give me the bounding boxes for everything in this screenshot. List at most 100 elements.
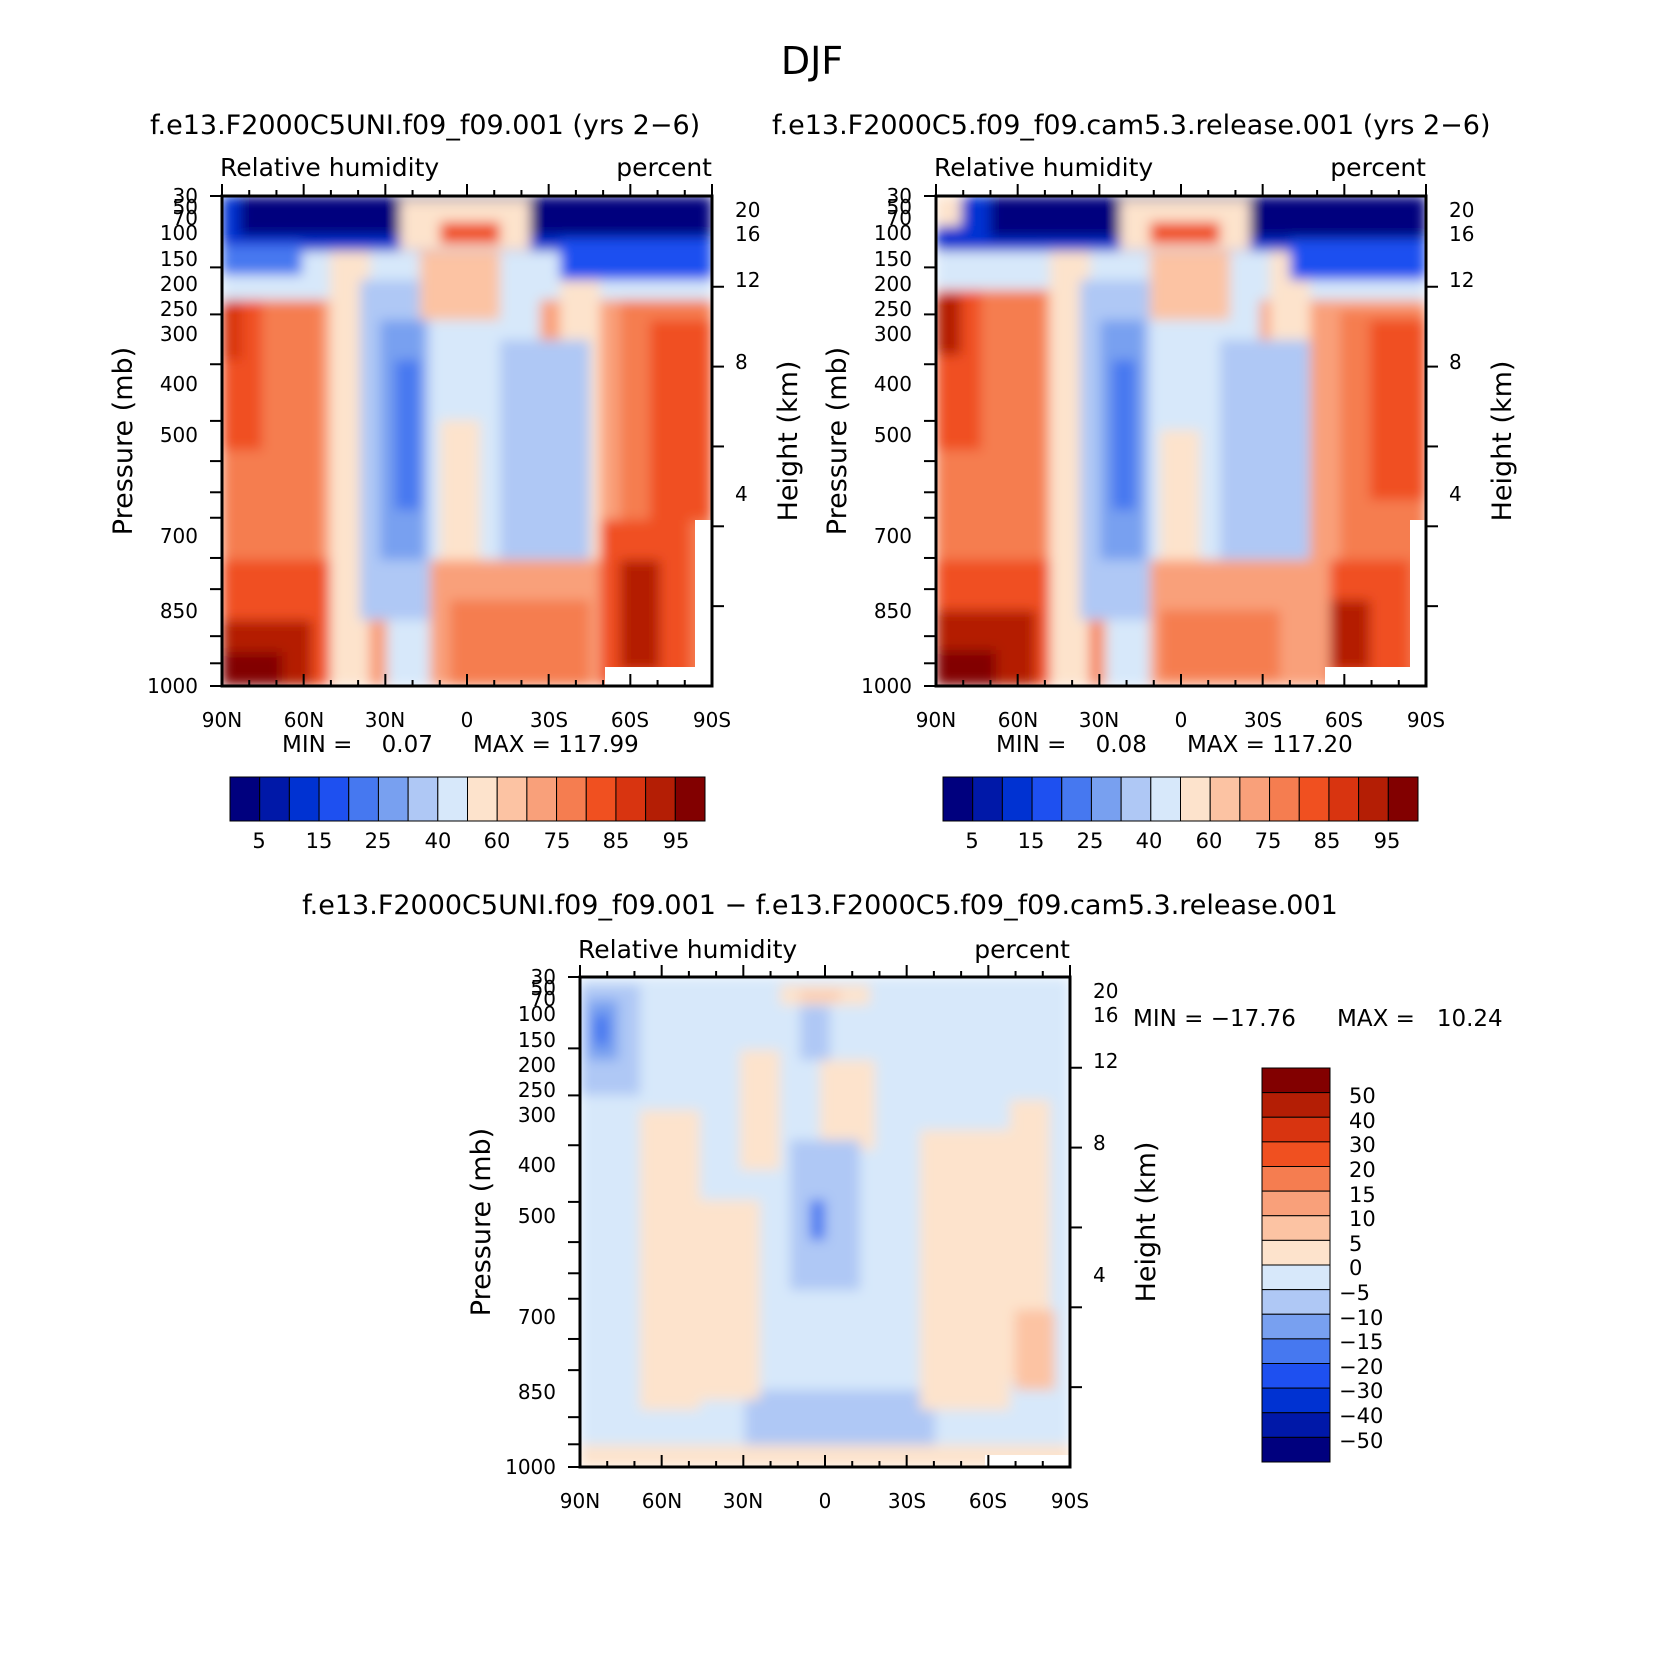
colorbar-label: 75 [1255,829,1282,853]
panel-difference: f.e13.F2000C5UNI.f09_f09.001 − f.e13.F20… [302,890,1503,1513]
x-tick-label: 60S [1325,708,1363,732]
colorbar-label: 60 [484,829,511,853]
colorbar-swatch [1269,776,1300,822]
x-tick-label: 0 [1175,708,1188,732]
y-tick-label: 200 [874,272,912,296]
colorbar-swatch [1261,1436,1331,1463]
colorbar-swatch [674,776,706,822]
colorbar-label: −20 [1339,1355,1383,1379]
y-right-tick-label: 8 [735,350,748,374]
y-tick-label: 700 [874,524,912,548]
y-tick-label: 400 [518,1153,556,1177]
panel-case-max: MAX = 117.99 [473,732,639,758]
colorbar-swatch [1239,776,1271,822]
x-tick-label: 60N [284,708,324,732]
y-right-axis-label: Height (km) [773,361,804,522]
panel-case-axes: 90N 60N 30N 0 30S 60S 90S 30 50 70 100 1… [108,184,804,732]
colorbar-label: 20 [1349,1158,1376,1182]
colorbar-label: 95 [663,829,690,853]
y-right-tick-label: 8 [1449,350,1462,374]
colorbar-swatch [1150,776,1181,822]
colorbar-swatch [437,776,468,822]
y-tick-label: 1000 [505,1455,556,1479]
panel-control-colorbar-labels: 5 15 25 40 60 75 85 95 [965,829,1400,853]
y-right-tick-label: 4 [1093,1263,1106,1287]
colorbar-swatch [585,776,617,822]
panel-difference-min: MIN = −17.76 [1133,1006,1296,1032]
colorbar-label: 5 [252,829,265,853]
colorbar-label: 5 [965,829,978,853]
y-tick-label: 400 [874,372,912,396]
colorbar-swatch [1001,776,1033,822]
y-tick-label: 150 [160,247,198,271]
colorbar-swatch [615,776,647,822]
x-tick-label: 60N [998,708,1038,732]
y-tick-label: 850 [518,1380,556,1404]
y-tick-label: 250 [518,1078,556,1102]
panel-case-left-label: Relative humidity [220,153,439,182]
panel-control-axes: 90N 60N 30N 0 30S 60S 90S 30 50 70 100 1… [822,184,1518,732]
y-tick-label: 250 [160,297,198,321]
colorbar-swatch [1209,776,1241,822]
y-right-tick-label: 12 [735,268,760,292]
colorbar-swatch [318,776,350,822]
x-tick-label: 60N [642,1489,682,1513]
panel-control-max: MAX = 117.20 [1187,732,1353,758]
panel-difference-plot [580,977,1070,1467]
colorbar-label: 0 [1349,1256,1362,1280]
x-tick-label: 90N [560,1489,600,1513]
colorbar-swatch [1328,776,1360,822]
y-tick-label: 50 [531,976,556,1000]
panel-difference-title: f.e13.F2000C5UNI.f09_f09.001 − f.e13.F20… [302,890,1338,921]
colorbar-label: 15 [1018,829,1045,853]
y-tick-label: 50 [173,195,198,219]
colorbar-swatch [1261,1387,1331,1414]
y-tick-label: 500 [518,1204,556,1228]
y-tick-label: 700 [160,524,198,548]
panel-case-colorbar [229,776,706,822]
colorbar-swatch [377,776,409,822]
colorbar-swatch [1261,1363,1331,1389]
panel-control: f.e13.F2000C5.f09_f09.cam5.3.release.001… [772,110,1518,853]
panel-difference-axes: 90N 60N 30N 0 30S 60S 90S 30 50 70 100 1… [466,965,1162,1513]
y-right-axis-label: Height (km) [1131,1142,1162,1303]
colorbar-label: 85 [603,829,630,853]
y-tick-label: 850 [160,599,198,623]
x-tick-label: 60S [611,708,649,732]
colorbar-label: 40 [1349,1109,1376,1133]
colorbar-swatch [942,776,974,822]
colorbar-label: −50 [1339,1429,1383,1453]
colorbar-label: −5 [1339,1281,1370,1305]
y-tick-label: 700 [518,1305,556,1329]
panel-case-min: MIN = 0.07 [282,732,433,758]
y-tick-label: 150 [518,1028,556,1052]
y-tick-label: 100 [518,1002,556,1026]
y-right-tick-label: 16 [1093,1003,1118,1027]
colorbar-swatch [1261,1166,1331,1192]
y-tick-label: 100 [160,221,198,245]
x-tick-label: 30S [530,708,568,732]
y-tick-label: 400 [160,372,198,396]
y-right-tick-label: 20 [1093,979,1118,1003]
colorbar-label: 75 [544,829,571,853]
y-tick-label: 30 [887,184,912,208]
colorbar-swatch [1180,776,1211,822]
y-tick-label: 500 [160,423,198,447]
y-right-tick-label: 4 [735,482,748,506]
panel-control-plot [936,196,1426,686]
colorbar-swatch [972,776,1003,822]
y-right-tick-label: 20 [735,198,760,222]
colorbar-label: 15 [1349,1183,1376,1207]
y-tick-label: 850 [874,599,912,623]
colorbar-swatch [1120,776,1152,822]
colorbar-swatch [1261,1190,1331,1217]
page-title: DJF [781,39,843,83]
colorbar-label: −40 [1339,1404,1383,1428]
y-right-tick-label: 8 [1093,1131,1106,1155]
colorbar-swatch [1261,1116,1331,1143]
x-tick-label: 30N [1079,708,1119,732]
y-tick-label: 70 [531,987,556,1011]
y-axis-label: Pressure (mb) [466,1128,497,1316]
colorbar-label: 30 [1349,1133,1376,1157]
